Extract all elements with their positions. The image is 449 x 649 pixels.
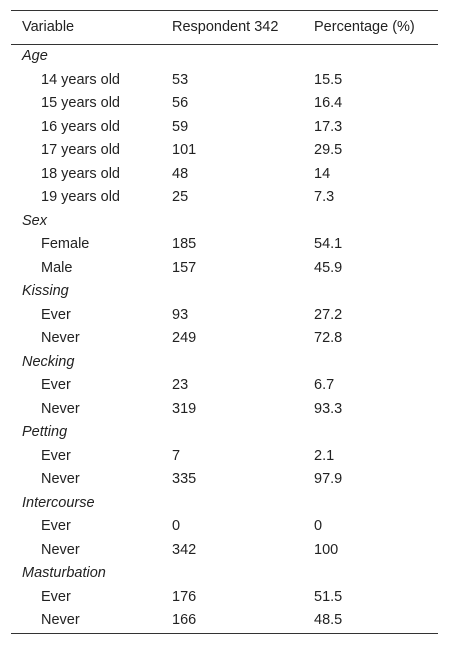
percentage-cell: 45.9 xyxy=(314,259,343,276)
respondent-cell: 249 xyxy=(172,330,197,346)
table: Variable Respondent 342 Percentage (%) A… xyxy=(11,10,438,634)
respondent-cell: 185 xyxy=(172,236,197,252)
variable-cell: Ever xyxy=(41,447,71,464)
percentage-cell: 100 xyxy=(314,541,339,558)
group-row: Necking xyxy=(11,351,438,375)
group-row: Age xyxy=(11,45,438,69)
percentage-cell: 27.2 xyxy=(314,306,343,323)
respondent-cell: 25 xyxy=(172,189,189,205)
data-row: 14 years old 53 15.5 xyxy=(11,69,438,93)
respondent-cell: 59 xyxy=(172,118,189,135)
respondent-cell: 56 xyxy=(172,95,189,111)
percentage-cell: 16.4 xyxy=(314,95,343,111)
respondent-cell: 93 xyxy=(172,306,189,323)
respondent-cell: 176 xyxy=(172,588,197,605)
respondent-cell: 23 xyxy=(172,377,189,393)
group-label: Age xyxy=(22,48,48,64)
group-row: Intercourse xyxy=(11,492,438,516)
variable-cell: Never xyxy=(41,471,80,487)
data-row: Ever 176 51.5 xyxy=(11,586,438,610)
data-row: 16 years old 59 17.3 xyxy=(11,116,438,140)
respondent-cell: 342 xyxy=(172,541,197,558)
data-row: Male 157 45.9 xyxy=(11,257,438,281)
respondent-cell: 48 xyxy=(172,165,189,182)
variable-cell: Never xyxy=(41,400,80,417)
group-label: Petting xyxy=(22,424,68,440)
variable-cell: 17 years old xyxy=(41,142,120,158)
column-header: Variable xyxy=(22,19,75,35)
percentage-cell: 6.7 xyxy=(314,377,335,393)
percentage-cell: 0 xyxy=(314,518,323,534)
percentage-cell: 15.5 xyxy=(314,71,343,88)
data-row: Ever 93 27.2 xyxy=(11,304,438,328)
variable-cell: Male xyxy=(41,259,73,276)
data-row: Ever 23 6.7 xyxy=(11,374,438,398)
percentage-cell: 2.1 xyxy=(314,447,335,464)
percentage-cell: 7.3 xyxy=(314,189,335,205)
respondent-cell: 157 xyxy=(172,259,197,276)
percentage-cell: 17.3 xyxy=(314,118,343,135)
data-row: Never 342 100 xyxy=(11,539,438,563)
column-header: Respondent 342 xyxy=(172,19,279,35)
percentage-cell: 14 xyxy=(314,165,331,182)
variable-cell: 16 years old xyxy=(41,118,120,135)
percentage-cell: 29.5 xyxy=(314,142,343,158)
percentage-cell: 54.1 xyxy=(314,236,343,252)
group-row: Kissing xyxy=(11,280,438,304)
group-row: Masturbation xyxy=(11,562,438,586)
data-row: Ever 0 0 xyxy=(11,515,438,539)
respondent-cell: 0 xyxy=(172,518,181,534)
respondent-cell: 335 xyxy=(172,471,197,487)
data-row: 18 years old 48 14 xyxy=(11,163,438,187)
group-row: Petting xyxy=(11,421,438,445)
group-label: Kissing xyxy=(22,283,69,299)
respondent-cell: 101 xyxy=(172,142,197,158)
variable-cell: 19 years old xyxy=(41,189,120,205)
group-label: Sex xyxy=(22,212,47,229)
percentage-cell: 51.5 xyxy=(314,588,343,605)
variable-cell: Ever xyxy=(41,377,71,393)
variable-cell: 18 years old xyxy=(41,165,120,182)
data-row: Never 319 93.3 xyxy=(11,398,438,422)
group-label: Necking xyxy=(22,353,75,370)
variable-cell: Female xyxy=(41,236,90,252)
variable-cell: Ever xyxy=(41,518,71,534)
data-row: Never 166 48.5 xyxy=(11,609,438,633)
data-row: 19 years old 25 7.3 xyxy=(11,186,438,210)
percentage-cell: 72.8 xyxy=(314,330,343,346)
variable-cell: Never xyxy=(41,612,80,628)
variable-cell: Never xyxy=(41,330,80,346)
variable-cell: 14 years old xyxy=(41,71,120,88)
group-label: Masturbation xyxy=(22,565,106,581)
data-row: Never 335 97.9 xyxy=(11,468,438,492)
data-row: Ever 7 2.1 xyxy=(11,445,438,469)
variable-cell: Ever xyxy=(41,306,71,323)
variable-cell: Ever xyxy=(41,588,71,605)
percentage-cell: 93.3 xyxy=(314,400,343,417)
data-row: Never 249 72.8 xyxy=(11,327,438,351)
variable-cell: Never xyxy=(41,541,80,558)
respondent-cell: 319 xyxy=(172,400,197,417)
percentage-cell: 48.5 xyxy=(314,612,343,628)
respondent-cell: 53 xyxy=(172,71,189,88)
column-header: Percentage (%) xyxy=(314,19,415,35)
group-row: Sex xyxy=(11,210,438,234)
percentage-cell: 97.9 xyxy=(314,471,343,487)
group-label: Intercourse xyxy=(22,494,95,511)
respondent-cell: 166 xyxy=(172,612,197,628)
variable-cell: 15 years old xyxy=(41,95,120,111)
data-row: 17 years old 101 29.5 xyxy=(11,139,438,163)
data-row: Female 185 54.1 xyxy=(11,233,438,257)
data-row: 15 years old 56 16.4 xyxy=(11,92,438,116)
respondent-cell: 7 xyxy=(172,447,181,464)
header-row: Variable Respondent 342 Percentage (%) xyxy=(11,11,438,45)
